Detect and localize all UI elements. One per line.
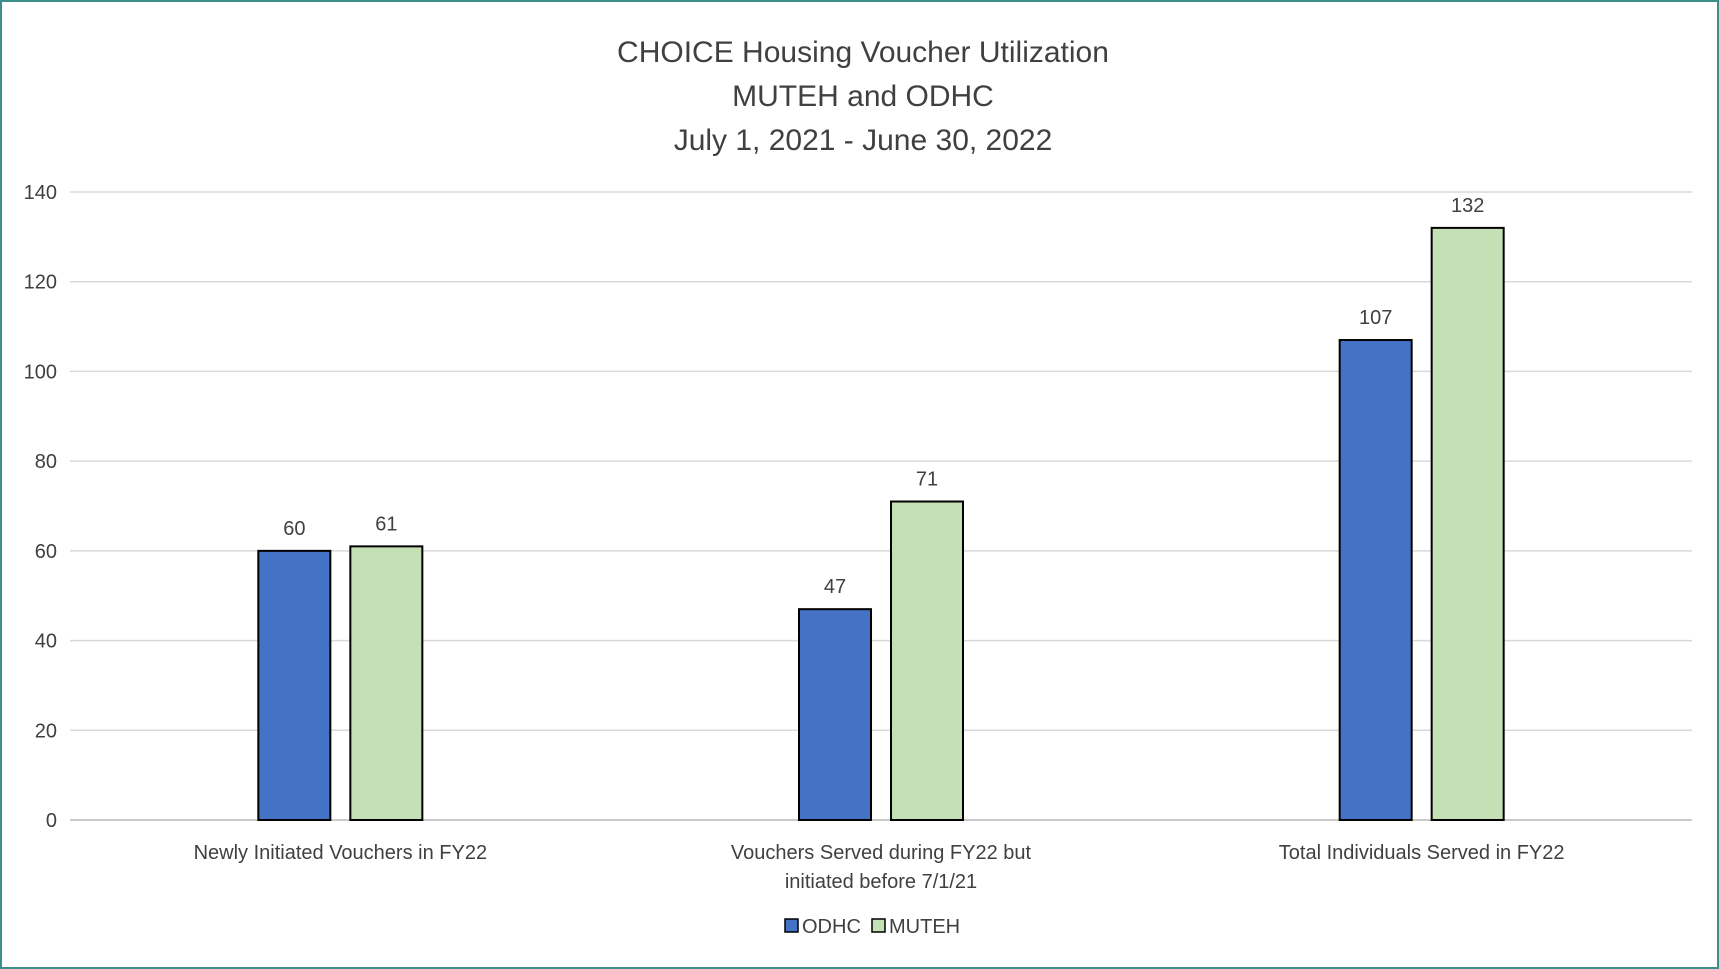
chart-title-line-2: MUTEH and ODHC bbox=[732, 80, 994, 113]
bars bbox=[257, 226, 1505, 822]
y-tick-label-120: 120 bbox=[24, 272, 57, 294]
y-tick-label-140: 140 bbox=[24, 182, 57, 204]
legend: ODHC MUTEH bbox=[784, 916, 960, 938]
legend-swatch-odhc bbox=[784, 918, 799, 933]
y-tick-label-40: 40 bbox=[35, 631, 57, 653]
legend-label-odhc: ODHC bbox=[802, 916, 861, 938]
x-axis-categories: Newly Initiated Vouchers in FY22 Vouchers… bbox=[194, 842, 1565, 893]
bar-odhc-1 bbox=[257, 549, 332, 821]
data-label-odhc-2: 47 bbox=[824, 576, 846, 598]
y-axis-ticks: 0 20 40 60 80 100 120 140 bbox=[24, 182, 57, 832]
data-label-muteh-3: 132 bbox=[1451, 195, 1484, 217]
bar-muteh-1 bbox=[349, 545, 424, 821]
bar-muteh-3 bbox=[1430, 226, 1505, 821]
category-label-2-line-1: Vouchers Served during FY22 but bbox=[731, 842, 1032, 864]
chart-title: CHOICE Housing Voucher Utilization MUTEH … bbox=[617, 36, 1109, 157]
chart-title-line-1: CHOICE Housing Voucher Utilization bbox=[617, 36, 1109, 69]
category-label-2-line-2: initiated before 7/1/21 bbox=[785, 871, 977, 893]
legend-swatch-muteh bbox=[871, 918, 886, 933]
data-label-odhc-1: 60 bbox=[283, 518, 305, 540]
category-label-3-line-1: Total Individuals Served in FY22 bbox=[1279, 842, 1565, 864]
y-tick-label-80: 80 bbox=[35, 451, 57, 473]
data-label-muteh-1: 61 bbox=[375, 513, 397, 535]
category-label-1-line-1: Newly Initiated Vouchers in FY22 bbox=[194, 842, 488, 864]
data-label-muteh-2: 71 bbox=[916, 469, 938, 491]
chart-title-line-3: July 1, 2021 - June 30, 2022 bbox=[674, 124, 1053, 157]
y-tick-label-0: 0 bbox=[46, 810, 57, 832]
data-labels: 60 61 47 71 107 132 bbox=[283, 195, 1484, 598]
bar-muteh-2 bbox=[890, 500, 964, 821]
y-tick-label-100: 100 bbox=[24, 361, 57, 383]
gridlines bbox=[70, 191, 1692, 821]
y-tick-label-20: 20 bbox=[35, 720, 57, 742]
bar-odhc-3 bbox=[1338, 339, 1413, 821]
legend-label-muteh: MUTEH bbox=[889, 916, 960, 938]
data-label-odhc-3: 107 bbox=[1359, 307, 1392, 329]
y-tick-label-60: 60 bbox=[35, 541, 57, 563]
bar-odhc-2 bbox=[798, 608, 872, 822]
